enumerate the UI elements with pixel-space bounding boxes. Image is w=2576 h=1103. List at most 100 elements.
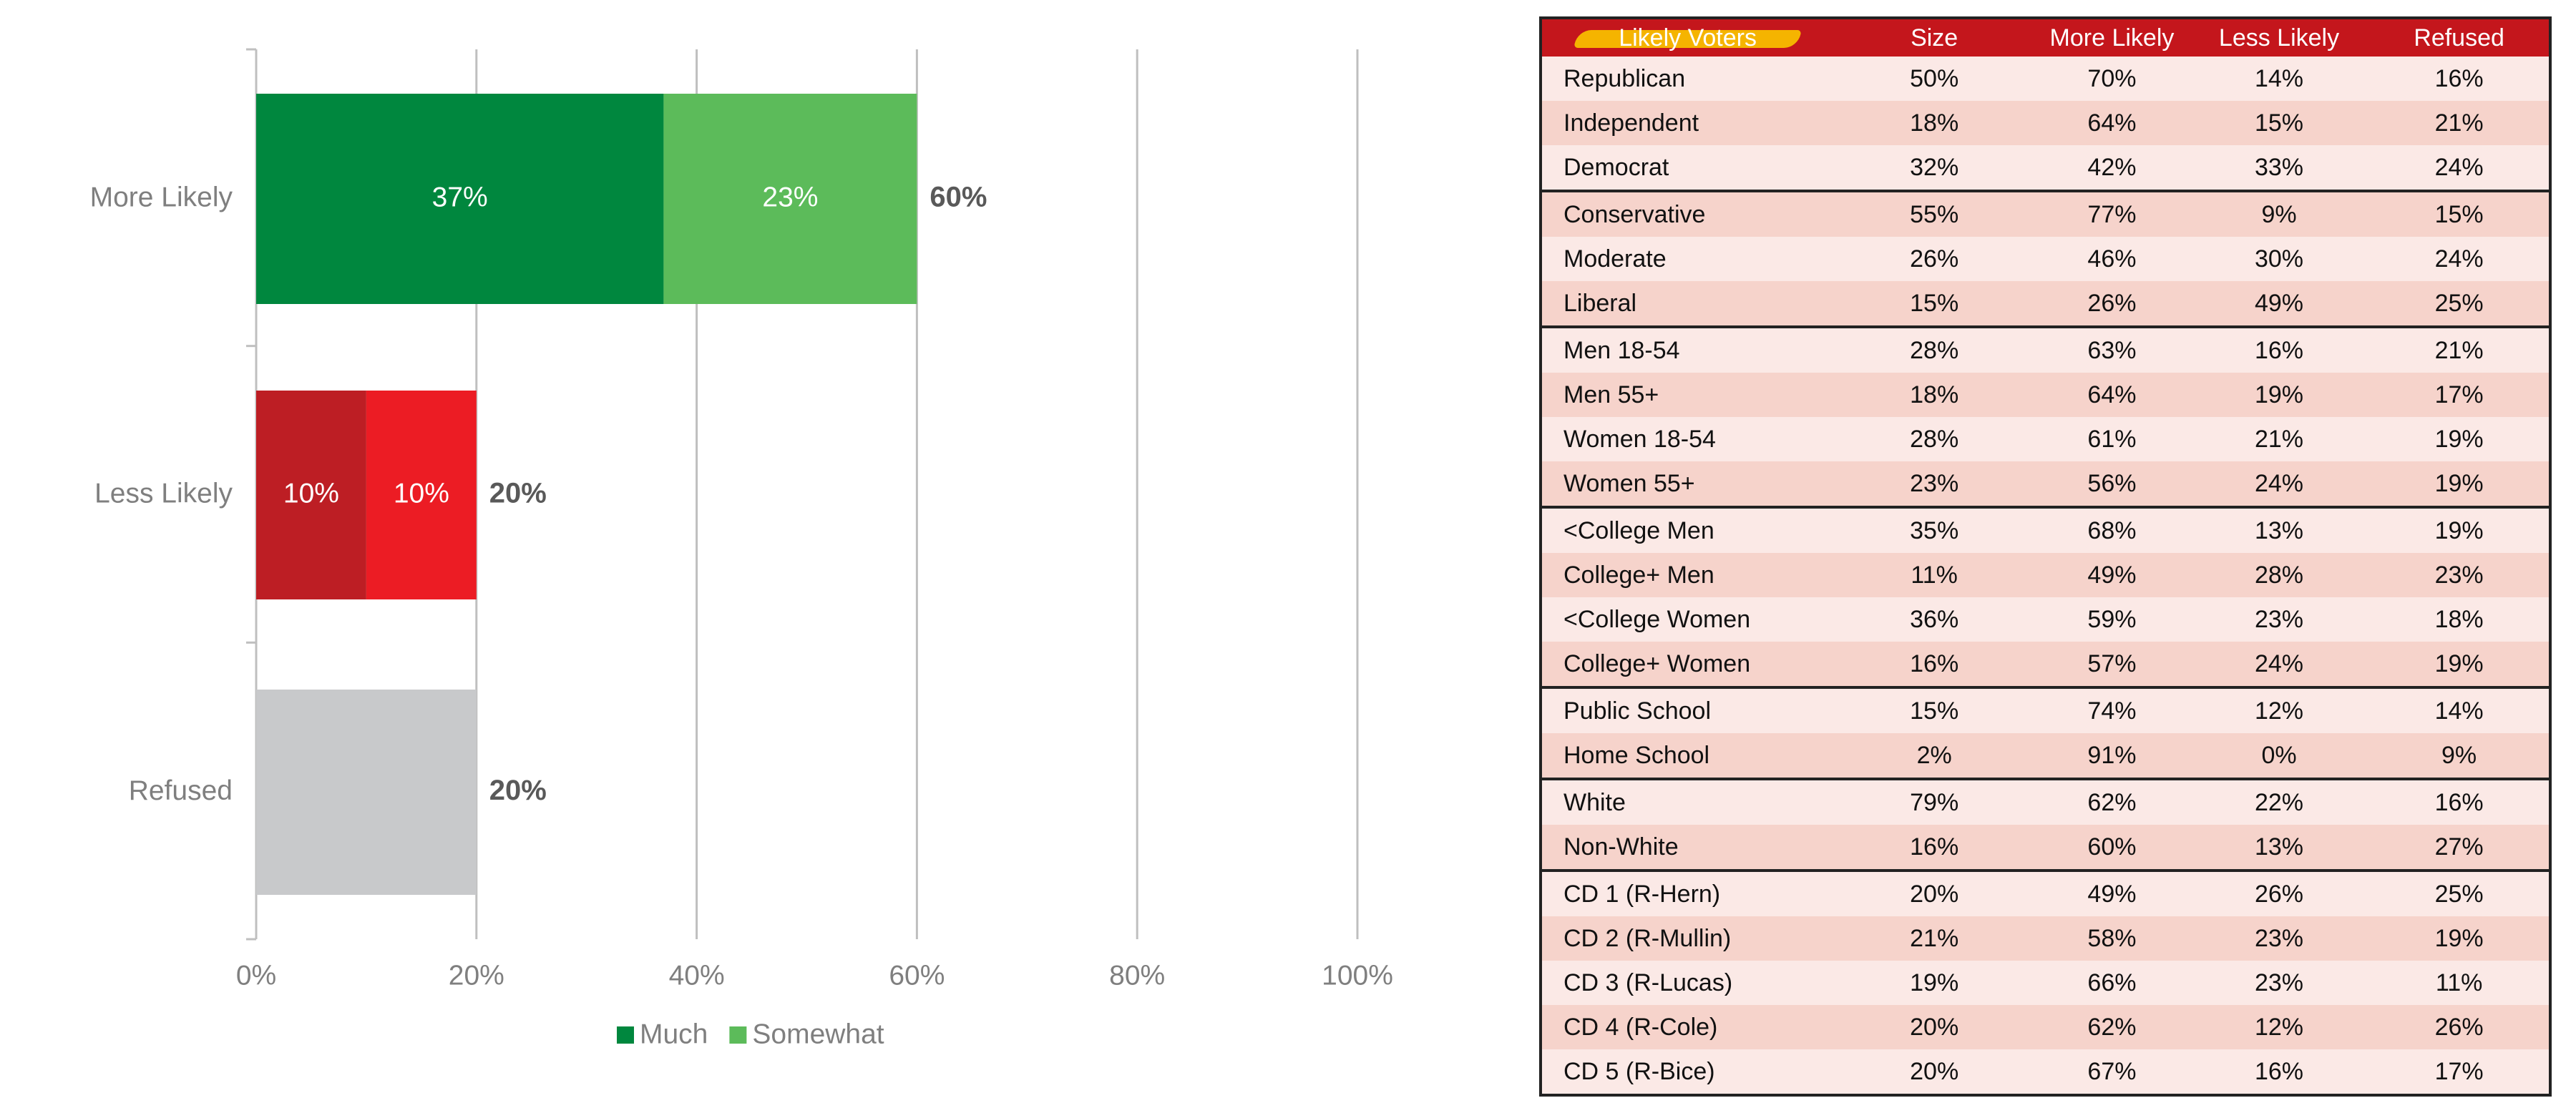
table-cell: 67% — [2035, 1049, 2189, 1095]
category-label: Less Likely — [94, 478, 233, 509]
total-label: 20% — [489, 478, 547, 509]
x-tick-label: 40% — [669, 960, 725, 991]
table-cell: 26% — [2035, 281, 2189, 328]
table-row: Home School 2% 91% 0% 9% — [1541, 733, 2550, 780]
table-row: CD 4 (R-Cole) 20% 62% 12% 26% — [1541, 1005, 2550, 1049]
table-cell: 49% — [2188, 281, 2370, 328]
table-cell: 68% — [2035, 507, 2189, 553]
table-cell: 16% — [2369, 779, 2550, 825]
table-cell: 62% — [2035, 779, 2189, 825]
table-cell: 32% — [1833, 145, 2036, 192]
table-cell: 13% — [2188, 825, 2370, 872]
table-cell: 49% — [2035, 871, 2189, 916]
table-cell: 74% — [2035, 687, 2189, 733]
table-cell: 9% — [2369, 733, 2550, 780]
table-cell: 18% — [1833, 373, 2036, 417]
bar-segment — [256, 94, 664, 304]
table-cell: 57% — [2035, 642, 2189, 689]
table-cell: 36% — [1833, 597, 2036, 642]
table-row: Non-White 16% 60% 13% 27% — [1541, 825, 2550, 872]
x-tick-label: 0% — [236, 960, 276, 991]
header-cell: Size — [1833, 18, 2036, 57]
table-cell: 26% — [1833, 237, 2036, 281]
chart: 0% 20% 40% 60% 80% 100% More Likely 37% 23% 60% Le… — [90, 48, 1393, 1049]
table-cell: 15% — [2369, 191, 2550, 237]
header-cell: Likely Voters — [1541, 18, 1834, 57]
total-label: 20% — [489, 775, 547, 806]
table-cell: 33% — [2188, 145, 2370, 192]
table-cell: 19% — [2188, 373, 2370, 417]
table-row: College+ Men 11% 49% 28% 23% — [1541, 553, 2550, 597]
row-label: CD 1 (R-Hern) — [1541, 871, 1834, 916]
table-row: Women 18-54 28% 61% 21% 19% — [1541, 417, 2550, 461]
table-cell: 42% — [2035, 145, 2189, 192]
table-cell: 30% — [2188, 237, 2370, 281]
table-cell: 14% — [2188, 57, 2370, 101]
row-label: Republican — [1541, 57, 1834, 101]
table-cell: 28% — [2188, 553, 2370, 597]
table-body: Republican 50% 70% 14% 16% Independent 18% 64% 1… — [1541, 57, 2550, 1095]
row-label: Democrat — [1541, 145, 1834, 192]
row-label: CD 5 (R-Bice) — [1541, 1049, 1834, 1095]
table-cell: 23% — [1833, 461, 2036, 509]
table-cell: 62% — [2035, 1005, 2189, 1049]
table-cell: 56% — [2035, 461, 2189, 509]
row-label: <College Men — [1541, 507, 1834, 553]
table-row: <College Women 36% 59% 23% 18% — [1541, 597, 2550, 642]
table-row: CD 2 (R-Mullin) 21% 58% 23% 19% — [1541, 916, 2550, 961]
table-cell: 15% — [2188, 101, 2370, 145]
table-cell: 28% — [1833, 327, 2036, 373]
bar-segment — [256, 690, 477, 895]
x-tick-label: 100% — [1322, 960, 1393, 991]
table-cell: 35% — [1833, 507, 2036, 553]
table-row: CD 5 (R-Bice) 20% 67% 16% 17% — [1541, 1049, 2550, 1095]
table-cell: 17% — [2369, 1049, 2550, 1095]
table-cell: 28% — [1833, 417, 2036, 461]
legend-label: Somewhat — [752, 1019, 884, 1049]
row-label: Liberal — [1541, 281, 1834, 328]
x-tick-label: 60% — [889, 960, 945, 991]
table-cell: 9% — [2188, 191, 2370, 237]
table-cell: 12% — [2188, 687, 2370, 733]
bar-segment — [366, 391, 477, 599]
table-cell: 24% — [2369, 237, 2550, 281]
row-label: College+ Men — [1541, 553, 1834, 597]
table-cell: 21% — [2369, 327, 2550, 373]
table-cell: 19% — [2369, 916, 2550, 961]
category-label: More Likely — [90, 182, 233, 212]
row-label: Conservative — [1541, 191, 1834, 237]
row-label: Men 18-54 — [1541, 327, 1834, 373]
row-label: Home School — [1541, 733, 1834, 780]
table-cell: 23% — [2188, 916, 2370, 961]
table-cell: 0% — [2188, 733, 2370, 780]
table-row: Independent 18% 64% 15% 21% — [1541, 101, 2550, 145]
legend-label: Much — [640, 1019, 708, 1049]
bar-segment — [256, 391, 366, 599]
table-cell: 15% — [1833, 687, 2036, 733]
table-cell: 55% — [1833, 191, 2036, 237]
table-row: CD 1 (R-Hern) 20% 49% 26% 25% — [1541, 871, 2550, 916]
table-cell: 24% — [2369, 145, 2550, 192]
table-cell: 16% — [2188, 327, 2370, 373]
table-cell: 20% — [1833, 871, 2036, 916]
legend-swatch — [617, 1026, 634, 1044]
table-cell: 64% — [2035, 373, 2189, 417]
row-label: Women 18-54 — [1541, 417, 1834, 461]
x-tick-label: 80% — [1109, 960, 1165, 991]
table-cell: 11% — [1833, 553, 2036, 597]
table-row: Public School 15% 74% 12% 14% — [1541, 687, 2550, 733]
table-cell: 22% — [2188, 779, 2370, 825]
table-cell: 18% — [1833, 101, 2036, 145]
table-cell: 16% — [1833, 825, 2036, 872]
bar-segment — [663, 94, 917, 304]
table-cell: 12% — [2188, 1005, 2370, 1049]
table-row: CD 3 (R-Lucas) 19% 66% 23% 11% — [1541, 961, 2550, 1005]
table-cell: 19% — [1833, 961, 2036, 1005]
table-cell: 79% — [1833, 779, 2036, 825]
row-label: Public School — [1541, 687, 1834, 733]
table-cell: 26% — [2188, 871, 2370, 916]
row-label: CD 3 (R-Lucas) — [1541, 961, 1834, 1005]
table-cell: 61% — [2035, 417, 2189, 461]
table-cell: 49% — [2035, 553, 2189, 597]
